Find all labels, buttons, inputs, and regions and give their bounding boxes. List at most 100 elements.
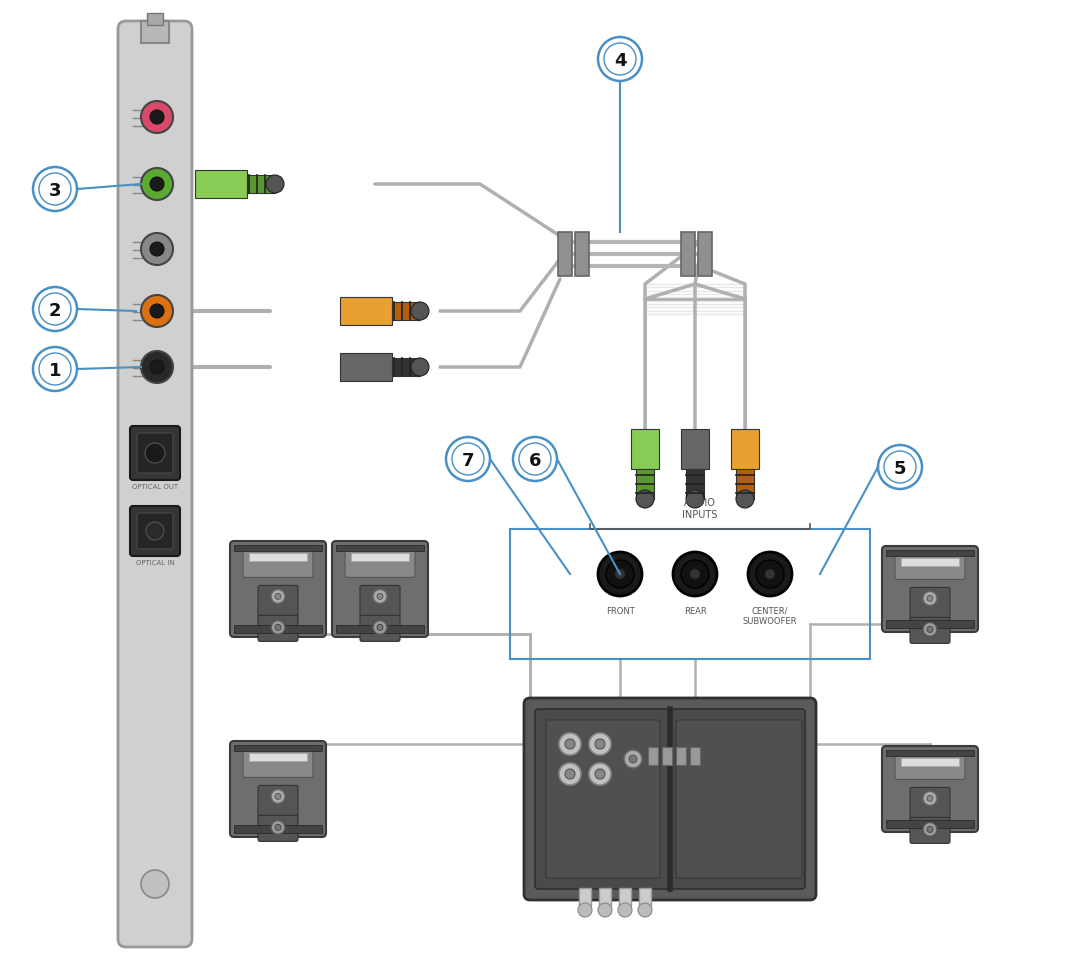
Circle shape <box>565 770 575 779</box>
Circle shape <box>411 359 429 377</box>
FancyBboxPatch shape <box>894 752 965 779</box>
Circle shape <box>689 569 700 579</box>
Bar <box>736 469 754 500</box>
Text: OPTICAL IN: OPTICAL IN <box>136 559 175 565</box>
Bar <box>249 753 308 761</box>
Bar <box>510 529 870 659</box>
Bar <box>648 747 658 765</box>
FancyBboxPatch shape <box>258 586 298 618</box>
Circle shape <box>629 755 637 763</box>
Bar <box>340 354 392 381</box>
Circle shape <box>150 111 164 125</box>
Bar <box>340 297 392 326</box>
Circle shape <box>141 234 173 266</box>
FancyBboxPatch shape <box>910 787 950 820</box>
Circle shape <box>141 870 169 898</box>
Bar <box>234 825 322 833</box>
Circle shape <box>606 560 634 589</box>
Text: FRONT: FRONT <box>605 606 634 615</box>
Text: 7: 7 <box>462 452 475 469</box>
FancyBboxPatch shape <box>118 22 192 947</box>
Circle shape <box>638 903 652 917</box>
Bar <box>599 888 611 906</box>
Circle shape <box>141 102 173 134</box>
Text: 4: 4 <box>614 52 626 70</box>
Circle shape <box>578 903 592 917</box>
Circle shape <box>150 178 164 192</box>
Bar <box>886 821 974 828</box>
Bar <box>631 429 659 469</box>
Circle shape <box>271 821 285 834</box>
Circle shape <box>373 590 387 603</box>
Circle shape <box>275 594 281 600</box>
Circle shape <box>275 793 281 800</box>
Bar <box>234 546 322 552</box>
Bar <box>886 750 974 756</box>
Bar <box>681 233 695 277</box>
Bar <box>579 888 591 906</box>
Bar <box>698 233 712 277</box>
Circle shape <box>271 789 285 804</box>
Bar <box>234 625 322 634</box>
Bar <box>663 747 672 765</box>
Circle shape <box>681 560 709 589</box>
Circle shape <box>636 491 654 509</box>
Text: OPTICAL OUT: OPTICAL OUT <box>132 483 178 490</box>
Circle shape <box>589 734 611 755</box>
Text: CENTER/
SUBWOOFER: CENTER/ SUBWOOFER <box>742 606 797 626</box>
Circle shape <box>150 305 164 319</box>
Bar <box>886 620 974 628</box>
Circle shape <box>141 169 173 200</box>
Bar <box>886 551 974 556</box>
Circle shape <box>736 491 754 509</box>
Circle shape <box>927 627 933 633</box>
Bar <box>336 625 424 634</box>
Bar <box>901 558 959 566</box>
FancyBboxPatch shape <box>332 542 428 638</box>
Circle shape <box>146 522 164 541</box>
FancyBboxPatch shape <box>129 426 180 480</box>
Circle shape <box>927 795 933 802</box>
Circle shape <box>765 569 775 579</box>
Circle shape <box>275 625 281 631</box>
Circle shape <box>595 739 605 749</box>
Circle shape <box>923 822 937 836</box>
FancyBboxPatch shape <box>243 747 313 778</box>
Text: 5: 5 <box>893 460 906 477</box>
Circle shape <box>145 444 165 464</box>
Bar <box>392 302 420 321</box>
Circle shape <box>927 826 933 832</box>
Bar <box>639 888 651 906</box>
Circle shape <box>271 590 285 603</box>
Bar <box>689 747 700 765</box>
Circle shape <box>141 352 173 383</box>
Text: AUDIO: AUDIO <box>684 498 716 508</box>
FancyBboxPatch shape <box>258 616 298 642</box>
Circle shape <box>598 553 642 597</box>
Circle shape <box>927 596 933 601</box>
FancyBboxPatch shape <box>345 548 415 578</box>
Circle shape <box>373 621 387 635</box>
Bar <box>234 745 322 751</box>
Circle shape <box>618 903 632 917</box>
Circle shape <box>589 763 611 785</box>
Text: 1: 1 <box>49 362 62 379</box>
Bar <box>901 758 959 766</box>
FancyBboxPatch shape <box>894 553 965 580</box>
Text: 3: 3 <box>49 182 62 200</box>
Bar <box>147 14 163 26</box>
Circle shape <box>411 302 429 321</box>
Circle shape <box>377 594 383 600</box>
Bar <box>619 888 631 906</box>
Circle shape <box>559 763 581 785</box>
Circle shape <box>615 569 625 579</box>
Text: REAR: REAR <box>684 606 707 615</box>
Text: 6: 6 <box>529 452 542 469</box>
Bar <box>636 469 654 500</box>
FancyBboxPatch shape <box>910 818 950 844</box>
Circle shape <box>673 553 718 597</box>
Bar <box>686 469 704 500</box>
FancyBboxPatch shape <box>137 433 173 473</box>
FancyBboxPatch shape <box>360 586 400 618</box>
Bar <box>392 359 420 377</box>
